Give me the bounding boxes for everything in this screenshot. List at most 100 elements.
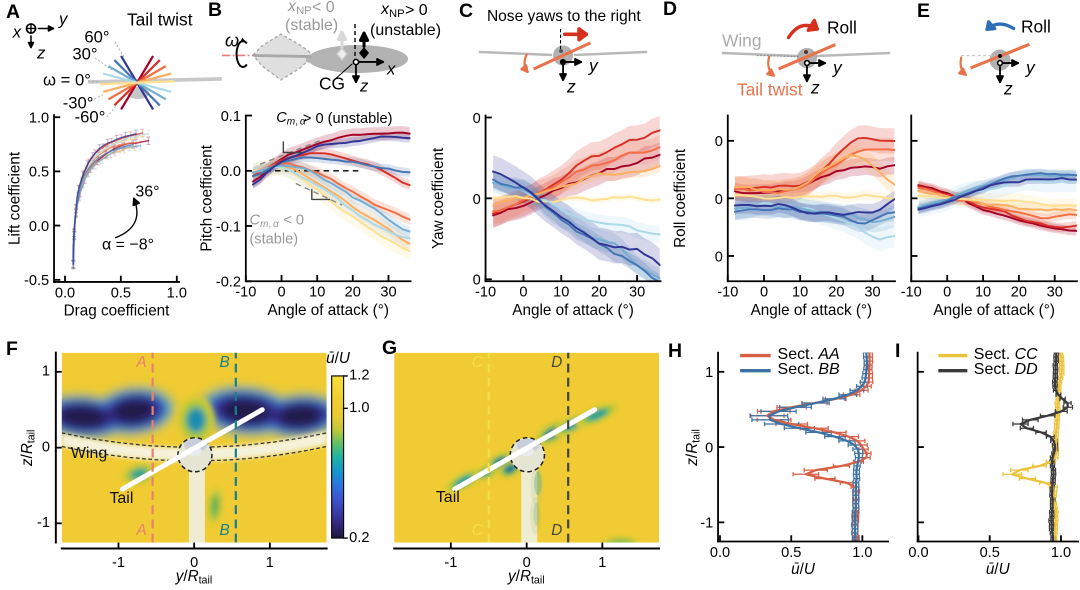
svg-text:1: 1 [42,364,50,380]
svg-text:0: 0 [473,111,481,127]
svg-text:z: z [566,76,576,96]
svg-text:Tail twist: Tail twist [737,80,803,100]
svg-text:y R / t: y R / t a i l [175,561,216,588]
svg-text:0: 0 [943,285,951,301]
svg-text:C: C [472,354,484,371]
svg-text:0: 0 [715,192,723,208]
svg-text:0: 0 [473,192,481,208]
svg-text:-10: -10 [901,285,922,301]
svg-text:0.0: 0.0 [710,545,730,561]
svg-text:z: z [1003,78,1013,98]
svg-text:Angle of attack (°): Angle of attack (°) [751,302,873,319]
svg-text:-1: -1 [700,516,713,532]
svg-text:S e c t: S e c t . A A [778,339,840,364]
svg-text:Roll: Roll [1021,17,1051,37]
svg-text:0: 0 [519,285,527,301]
svg-text:10: 10 [309,285,325,301]
svg-text:< 0: < 0 [312,0,335,16]
svg-text:z: z [810,77,820,97]
svg-text:-1: -1 [444,555,457,571]
svg-text:60°: 60° [84,27,109,46]
svg-text:S e c t: S e c t . D D [974,354,1038,379]
svg-text:0.2: 0.2 [349,530,369,546]
svg-text:0: 0 [42,439,50,455]
svg-text:1.0: 1.0 [29,111,49,127]
svg-text:y: y [832,57,843,77]
svg-text:0.0: 0.0 [29,219,49,235]
svg-text:0.0: 0.0 [55,285,75,301]
svg-text:1: 1 [705,365,713,381]
svg-text:Lift coefficient: Lift coefficient [6,151,23,245]
svg-text:̄ / u U: ̄ / u U [986,553,1011,579]
svg-text:30: 30 [380,285,396,301]
svg-text:Nose yaws to the right: Nose yaws to the right [487,8,641,25]
svg-text:0: 0 [523,555,531,571]
svg-text:20: 20 [1011,285,1027,301]
svg-text:-1: -1 [37,515,50,531]
svg-text:y: y [58,9,69,28]
svg-text:-10: -10 [717,285,738,301]
svg-text:A: A [6,1,20,23]
svg-text:F: F [6,338,18,360]
svg-text:1.0: 1.0 [349,400,369,416]
svg-text:y: y [588,55,599,75]
svg-text:10: 10 [975,285,991,301]
svg-text:0.5: 0.5 [111,285,131,301]
svg-text:30°: 30° [72,44,97,63]
svg-text:Wing: Wing [71,445,107,462]
svg-text:30: 30 [864,285,880,301]
svg-text:Roll coefficient: Roll coefficient [672,148,689,248]
svg-text:0: 0 [760,285,768,301]
svg-text:1: 1 [598,555,606,571]
svg-text:Drag coefficient: Drag coefficient [64,303,171,320]
svg-text:I: I [895,340,900,362]
svg-text:̄ / u U: ̄ / u U [791,553,816,579]
svg-text:-30°: -30° [63,93,94,112]
svg-text:30: 30 [1047,285,1063,301]
svg-text:-1: -1 [112,555,125,571]
svg-text:0.0: 0.0 [908,545,928,561]
svg-text:B: B [220,354,230,371]
svg-text:Pitch coefficient: Pitch coefficient [198,144,215,251]
svg-text:Wing: Wing [722,31,762,51]
svg-text:C m α ,: C m α , [276,102,312,129]
svg-text:30: 30 [629,285,645,301]
svg-text:0: 0 [705,440,713,456]
svg-text:B: B [220,522,230,539]
svg-text:0: 0 [715,134,723,150]
svg-text:0.5: 0.5 [29,165,49,181]
svg-text:1.2: 1.2 [349,368,369,384]
svg-text:Tail: Tail [109,490,133,507]
svg-text:S e c t: S e c t . C C [974,339,1038,364]
svg-text:Angle of attack (°): Angle of attack (°) [512,302,634,319]
svg-text:0: 0 [715,249,723,265]
svg-text:Angle of attack (°): Angle of attack (°) [267,302,388,319]
svg-text:> 0 (unstable): > 0 (unstable) [303,111,393,127]
svg-text:ω: ω [225,31,239,51]
svg-text:1: 1 [266,555,274,571]
svg-text:20: 20 [828,285,844,301]
svg-text:36°: 36° [135,183,159,200]
svg-text:ω = 0°: ω = 0° [43,70,91,89]
svg-text:Roll: Roll [827,17,857,37]
svg-text:H: H [668,340,682,362]
svg-text:0: 0 [190,555,198,571]
svg-text:x: x [386,59,396,78]
svg-text:̄ / u U: ̄ / u U [326,342,351,368]
svg-text:1.0: 1.0 [167,285,187,301]
svg-text:A: A [135,522,146,539]
svg-text:A: A [135,354,146,371]
svg-text:> 0: > 0 [405,2,428,19]
svg-text:z R / t: z R / t a i l [677,425,704,466]
svg-text:x N P: x N P [380,0,405,22]
svg-text:0.5: 0.5 [781,545,801,561]
svg-text:20: 20 [345,285,361,301]
svg-text:10: 10 [792,285,808,301]
svg-text:Yaw coefficient: Yaw coefficient [430,147,447,249]
svg-text:C m α ,: C m α , < 0 [249,204,303,231]
svg-text:α = −8°: α = −8° [102,236,154,253]
svg-text:E: E [917,0,930,22]
svg-text:C: C [459,0,473,22]
svg-text:10: 10 [553,285,569,301]
svg-text:x N P: x N P [287,0,312,19]
